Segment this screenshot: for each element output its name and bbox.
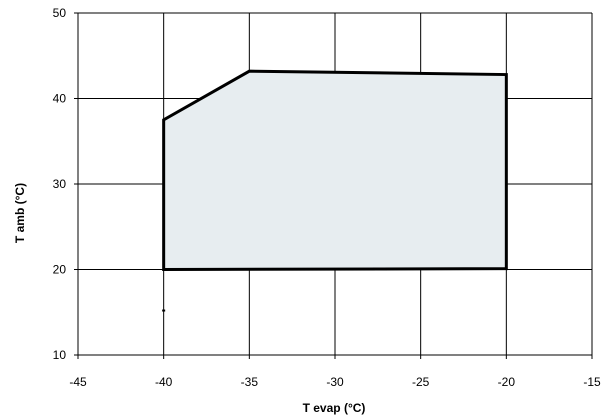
y-tick-label: 20 (53, 263, 67, 277)
axes (74, 12, 593, 359)
x-axis-title: T evap (°C) (303, 401, 366, 415)
x-tick-label: -30 (326, 375, 344, 389)
y-tick-label: 30 (53, 177, 67, 191)
y-tick-label: 50 (53, 6, 67, 20)
x-tick-label: -40 (155, 375, 173, 389)
point-mark (162, 309, 166, 312)
x-tick-label: -20 (498, 375, 516, 389)
x-tick-label: -25 (412, 375, 430, 389)
x-tick-label: -45 (69, 375, 87, 389)
x-tick-label: -15 (583, 375, 601, 389)
envelope-polygon (162, 69, 508, 272)
operating-envelope (162, 69, 508, 272)
y-tick-label: 40 (53, 92, 67, 106)
y-tick-label: 10 (53, 348, 67, 362)
y-axis-title: T amb (°C) (13, 183, 27, 243)
x-tick-label: -35 (241, 375, 259, 389)
tick-labels: -45 -40 -35 -30 -25 -20 -15 10 20 30 40 50 (53, 6, 601, 389)
annotation-marks (162, 309, 166, 312)
